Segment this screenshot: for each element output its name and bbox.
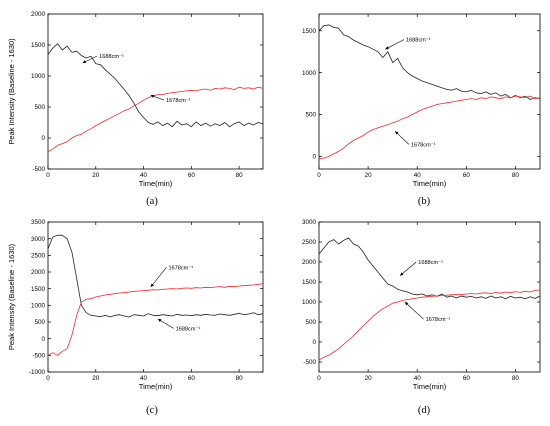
x-tick-label: 0: [46, 375, 50, 382]
series-line-black: [319, 24, 540, 100]
annotation-arrowhead: [157, 319, 162, 323]
chart-panel-3: 0 20 40 60 80 -1000 -500 0 500 1000 1500 2000 2500 30…: [7, 219, 264, 416]
x-axis-label: Time(min): [413, 382, 447, 391]
y-tick-label: 1000: [302, 70, 317, 77]
plot-frame: [47, 221, 264, 373]
panel-label: (c): [146, 405, 158, 416]
series-line-red: [319, 289, 540, 361]
y-tick-label: 500: [305, 319, 316, 326]
y-tick-label: 1500: [302, 279, 317, 286]
x-tick-label: 80: [236, 172, 244, 179]
series-line-red: [319, 95, 540, 160]
y-tick-label: 500: [34, 104, 45, 111]
series-line-red: [48, 86, 263, 152]
y-tick-label: 3000: [31, 236, 46, 243]
annotation-arrowhead: [385, 46, 389, 50]
y-tick-label: 0: [312, 339, 316, 346]
y-tick-label: 1000: [31, 73, 46, 80]
y-tick-label: -500: [32, 166, 45, 173]
y-tick-label: 3000: [302, 219, 317, 226]
x-axis-label: Time(min): [139, 382, 173, 391]
x-tick-label: 40: [140, 172, 148, 179]
annotation-label: 1678cm⁻¹: [166, 98, 191, 104]
annotation-label: 1678cm⁻¹: [168, 265, 193, 271]
x-tick-label: 80: [236, 375, 244, 382]
plot-frame: [318, 221, 541, 373]
panel-label: (b): [418, 196, 431, 207]
plot-frame: [318, 13, 541, 170]
y-tick-label: 1500: [31, 286, 46, 293]
annotation-arrow: [150, 267, 167, 288]
annotation-arrow: [404, 301, 424, 320]
chart-panel-2: 0 20 40 60 80 0 500 1000 1500 Time(min) 1688cm⁻¹ 16…: [302, 13, 541, 207]
annotation-label: 1678cm⁻¹: [426, 317, 451, 323]
y-axis-label: Peak Intensity (Baseline - 1630): [7, 243, 16, 350]
y-tick-label: 2500: [31, 253, 46, 260]
y-tick-label: 0: [41, 135, 45, 142]
y-tick-label: 0: [312, 154, 316, 161]
x-tick-label: 60: [188, 172, 196, 179]
x-axis-label: Time(min): [139, 179, 173, 188]
x-tick-label: 80: [512, 172, 520, 179]
y-tick-label: -500: [303, 359, 316, 366]
x-tick-label: 40: [140, 375, 148, 382]
annotation-arrowhead: [395, 131, 399, 135]
x-tick-label: 60: [188, 375, 196, 382]
annotation-label: 1688cm⁻¹: [99, 54, 124, 60]
x-tick-label: 0: [317, 375, 321, 382]
x-tick-label: 80: [512, 375, 520, 382]
annotation-label: 1688cm⁻¹: [176, 326, 201, 332]
series-line-black: [48, 234, 263, 318]
y-axis-label: Peak Intensity (Baseline - 1630): [7, 38, 16, 145]
y-tick-label: 2000: [31, 269, 46, 276]
y-tick-label: 1000: [302, 299, 317, 306]
y-tick-label: 1500: [31, 42, 46, 49]
x-tick-label: 40: [414, 172, 422, 179]
x-tick-label: 20: [92, 172, 100, 179]
series-line-red: [48, 283, 263, 356]
y-tick-label: 500: [34, 319, 45, 326]
x-tick-label: 40: [414, 375, 422, 382]
plot-frame: [47, 13, 264, 170]
annotation-label: 1688cm⁻¹: [406, 38, 431, 44]
x-tick-label: 0: [317, 172, 321, 179]
x-tick-label: 20: [365, 172, 373, 179]
annotation-label: 1688cm⁻¹: [418, 260, 443, 266]
annotation-arrow: [399, 261, 417, 276]
x-axis-label: Time(min): [413, 179, 447, 188]
annotation-label: 1678cm⁻¹: [411, 142, 436, 148]
annotation-arrowhead: [404, 302, 409, 306]
x-tick-label: 60: [463, 375, 471, 382]
y-tick-label: -1000: [29, 369, 46, 376]
x-tick-label: 60: [463, 172, 471, 179]
y-tick-label: 2000: [31, 11, 46, 18]
y-tick-label: 2000: [302, 259, 317, 266]
annotation-arrowhead: [82, 60, 87, 64]
y-tick-label: 0: [41, 336, 45, 343]
x-tick-label: 20: [92, 375, 100, 382]
y-tick-label: 1000: [31, 303, 46, 310]
y-tick-label: 3500: [31, 219, 46, 226]
y-tick-label: 1500: [302, 28, 317, 35]
chart-panel-1: 0 20 40 60 80-5000500100015002000Time(min)Pe…: [7, 11, 264, 207]
x-tick-label: 0: [46, 172, 50, 179]
annotation-arrowhead: [400, 272, 404, 276]
annotation-arrowhead: [150, 283, 154, 287]
annotation-arrow: [385, 39, 405, 50]
y-tick-label: 500: [305, 112, 316, 119]
y-tick-label: -500: [32, 353, 45, 360]
annotation-arrowhead: [150, 94, 155, 98]
series-line-black: [319, 237, 540, 300]
x-tick-label: 20: [365, 375, 373, 382]
series-line-black: [48, 43, 263, 128]
panel-label: (d): [418, 405, 431, 416]
y-tick-label: 2500: [302, 239, 317, 246]
panel-label: (a): [146, 196, 158, 207]
chart-panel-4: 0 20 40 60 80 -500 0 500 1000 1500 2000 2500 3000 Tim…: [302, 219, 541, 416]
